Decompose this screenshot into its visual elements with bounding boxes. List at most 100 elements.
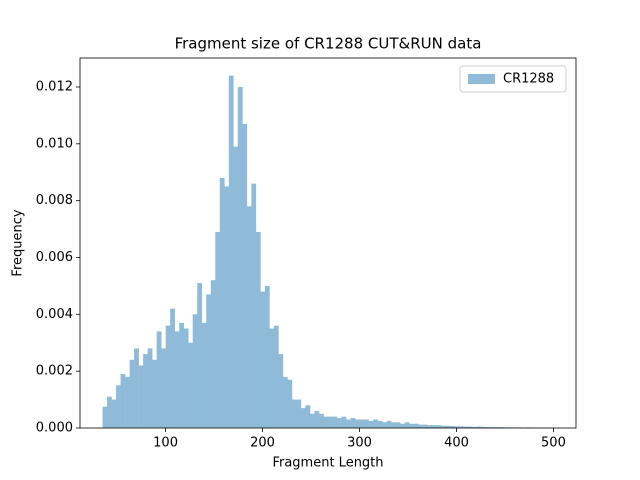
bar bbox=[413, 423, 419, 428]
bar bbox=[147, 348, 153, 428]
bar bbox=[314, 410, 320, 428]
bar bbox=[481, 426, 487, 428]
bar bbox=[287, 379, 293, 428]
bar bbox=[251, 183, 257, 428]
bar bbox=[273, 325, 279, 428]
bar bbox=[233, 146, 239, 429]
bar bbox=[431, 425, 437, 428]
bar bbox=[422, 424, 428, 428]
bar bbox=[111, 399, 117, 428]
bar bbox=[490, 427, 496, 428]
bar bbox=[427, 425, 433, 428]
x-tick-label: 100 bbox=[153, 436, 178, 451]
bar bbox=[395, 422, 401, 428]
bar bbox=[237, 86, 243, 428]
bar bbox=[364, 419, 369, 428]
bar bbox=[228, 75, 234, 428]
x-tick-label: 200 bbox=[250, 436, 275, 451]
bar bbox=[440, 425, 446, 428]
bar bbox=[368, 420, 374, 428]
bar bbox=[418, 424, 423, 428]
bar bbox=[246, 206, 252, 428]
bar bbox=[355, 419, 360, 428]
bar bbox=[269, 328, 275, 428]
bar bbox=[359, 419, 365, 428]
bar bbox=[188, 342, 194, 428]
bar bbox=[494, 427, 500, 428]
y-tick-label: 0.006 bbox=[36, 250, 73, 265]
bar bbox=[264, 285, 270, 428]
bar bbox=[463, 426, 469, 428]
bar bbox=[309, 413, 315, 428]
bar bbox=[224, 186, 230, 428]
bar bbox=[174, 331, 180, 428]
bar bbox=[400, 423, 405, 428]
bar bbox=[120, 374, 126, 428]
bar bbox=[215, 231, 221, 428]
x-tick-label: 400 bbox=[444, 436, 469, 451]
bar bbox=[134, 348, 139, 428]
bar bbox=[323, 416, 329, 428]
axes-frame bbox=[79, 57, 577, 429]
bar bbox=[143, 354, 148, 428]
bar bbox=[161, 348, 166, 428]
bar bbox=[377, 420, 383, 428]
x-axis-label: Fragment Length bbox=[272, 456, 383, 471]
bar bbox=[404, 422, 410, 428]
bar bbox=[332, 416, 338, 428]
bar bbox=[485, 427, 491, 428]
legend-swatch bbox=[468, 74, 495, 84]
bar bbox=[300, 408, 306, 428]
bar bbox=[197, 283, 203, 428]
bar bbox=[219, 177, 225, 428]
bar bbox=[102, 406, 108, 428]
bar bbox=[201, 322, 207, 428]
bar bbox=[449, 426, 455, 428]
y-tick-label: 0.012 bbox=[36, 79, 73, 94]
bar bbox=[328, 416, 333, 428]
bar bbox=[179, 322, 185, 428]
bar bbox=[125, 376, 130, 428]
bar bbox=[282, 376, 288, 428]
bar bbox=[350, 418, 356, 428]
bar bbox=[296, 399, 302, 428]
x-tick-label: 300 bbox=[347, 436, 372, 451]
bar bbox=[206, 294, 212, 428]
y-tick-label: 0.000 bbox=[36, 421, 73, 436]
bar bbox=[305, 405, 311, 428]
bar bbox=[409, 423, 414, 428]
bar bbox=[337, 418, 342, 428]
bar bbox=[291, 399, 297, 428]
bar bbox=[260, 291, 266, 428]
legend-box bbox=[459, 65, 567, 93]
y-axis-label: Frequency bbox=[11, 209, 26, 276]
bar bbox=[210, 280, 216, 428]
y-tick-label: 0.004 bbox=[36, 307, 73, 322]
y-tick-label: 0.008 bbox=[36, 193, 73, 208]
bar bbox=[386, 420, 392, 428]
bar bbox=[341, 416, 347, 428]
bar bbox=[165, 325, 171, 428]
bar bbox=[107, 396, 112, 428]
bar bbox=[445, 425, 451, 428]
bar bbox=[116, 385, 121, 428]
bar bbox=[499, 427, 505, 428]
bar bbox=[138, 365, 144, 428]
bar bbox=[382, 422, 387, 428]
bar bbox=[255, 231, 261, 428]
bar bbox=[454, 426, 460, 428]
bar bbox=[156, 331, 162, 428]
bar bbox=[391, 422, 396, 428]
bar bbox=[476, 426, 482, 428]
bar bbox=[242, 123, 248, 429]
bar bbox=[152, 359, 157, 428]
chart-title: Fragment size of CR1288 CUT&RUN data bbox=[175, 35, 482, 53]
bar bbox=[373, 419, 378, 428]
bar bbox=[346, 419, 351, 428]
bar bbox=[170, 308, 175, 428]
bar bbox=[278, 354, 284, 428]
bar bbox=[458, 426, 464, 428]
y-tick-label: 0.010 bbox=[36, 136, 73, 151]
x-tick-label: 500 bbox=[541, 436, 566, 451]
